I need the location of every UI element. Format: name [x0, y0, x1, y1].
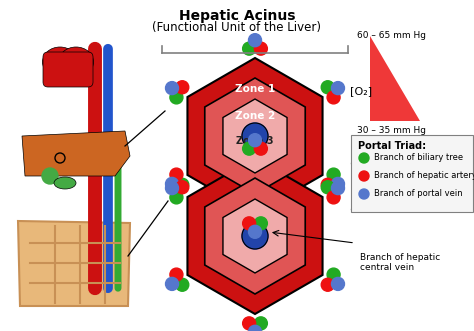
- Circle shape: [165, 82, 179, 95]
- Circle shape: [170, 168, 183, 181]
- Polygon shape: [22, 131, 130, 176]
- FancyBboxPatch shape: [43, 52, 93, 87]
- Text: Branch of hepatic artery: Branch of hepatic artery: [374, 171, 474, 180]
- Circle shape: [331, 277, 345, 290]
- Circle shape: [248, 134, 262, 147]
- Circle shape: [359, 189, 369, 199]
- Circle shape: [331, 82, 345, 95]
- Circle shape: [248, 34, 262, 47]
- Text: Zone 1: Zone 1: [235, 84, 275, 94]
- Circle shape: [248, 325, 262, 331]
- Text: [O₂]: [O₂]: [350, 86, 372, 96]
- Circle shape: [42, 168, 58, 184]
- Circle shape: [255, 217, 267, 230]
- Circle shape: [176, 178, 189, 191]
- Circle shape: [359, 153, 369, 163]
- Circle shape: [176, 81, 189, 94]
- Circle shape: [331, 177, 345, 190]
- Circle shape: [242, 223, 268, 249]
- Text: Zone 2: Zone 2: [235, 111, 275, 121]
- FancyBboxPatch shape: [351, 135, 473, 212]
- Ellipse shape: [43, 47, 78, 77]
- Text: Zone 3: Zone 3: [236, 136, 274, 146]
- Text: Branch of biliary tree: Branch of biliary tree: [374, 154, 463, 163]
- Circle shape: [321, 181, 334, 194]
- Circle shape: [165, 182, 179, 195]
- Circle shape: [165, 177, 179, 190]
- Circle shape: [331, 182, 345, 195]
- Circle shape: [170, 91, 183, 104]
- Circle shape: [255, 317, 267, 330]
- Text: 30 – 35 mm Hg: 30 – 35 mm Hg: [357, 126, 426, 135]
- Circle shape: [359, 171, 369, 181]
- Circle shape: [321, 278, 334, 291]
- Circle shape: [243, 217, 255, 230]
- Circle shape: [165, 277, 179, 290]
- Circle shape: [243, 142, 255, 155]
- Circle shape: [255, 142, 267, 155]
- Circle shape: [321, 81, 334, 94]
- Text: Portal Triad:: Portal Triad:: [358, 141, 426, 151]
- Circle shape: [242, 123, 268, 149]
- Circle shape: [248, 225, 262, 238]
- Polygon shape: [370, 36, 420, 121]
- Ellipse shape: [58, 47, 93, 77]
- Polygon shape: [205, 78, 305, 194]
- Text: Branch of portal vein: Branch of portal vein: [374, 190, 463, 199]
- Text: Branch of hepatic
central vein: Branch of hepatic central vein: [360, 253, 440, 272]
- Polygon shape: [223, 199, 287, 273]
- Polygon shape: [18, 221, 130, 306]
- Circle shape: [170, 191, 183, 204]
- Circle shape: [327, 191, 340, 204]
- Text: Hepatic Acinus: Hepatic Acinus: [179, 9, 295, 23]
- Circle shape: [170, 268, 183, 281]
- Circle shape: [327, 168, 340, 181]
- Circle shape: [255, 42, 267, 55]
- Polygon shape: [223, 99, 287, 173]
- Circle shape: [243, 42, 255, 55]
- Circle shape: [321, 178, 334, 191]
- Circle shape: [327, 268, 340, 281]
- Text: (Functional Unit of the Liver): (Functional Unit of the Liver): [153, 21, 321, 34]
- Circle shape: [176, 181, 189, 194]
- Text: 60 – 65 mm Hg: 60 – 65 mm Hg: [357, 31, 426, 40]
- Polygon shape: [205, 178, 305, 294]
- Ellipse shape: [54, 177, 76, 189]
- Polygon shape: [187, 58, 322, 214]
- Circle shape: [327, 91, 340, 104]
- Circle shape: [176, 278, 189, 291]
- Circle shape: [243, 317, 255, 330]
- Polygon shape: [187, 158, 322, 314]
